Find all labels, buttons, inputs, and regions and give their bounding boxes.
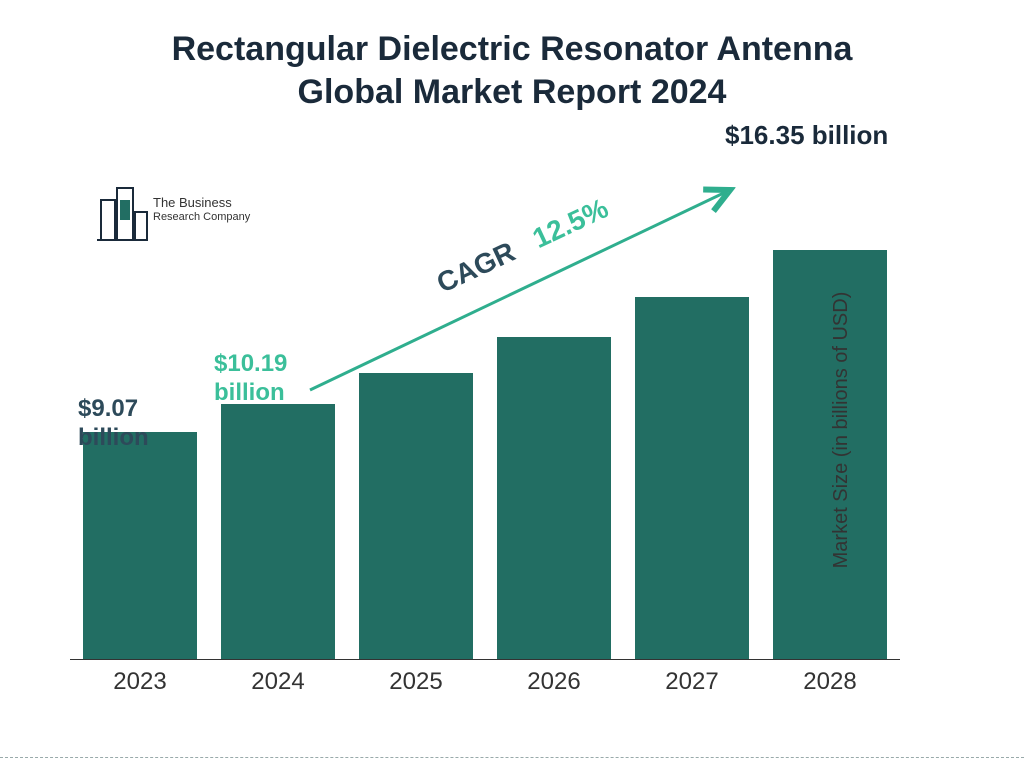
bar	[635, 297, 749, 660]
bar	[359, 373, 473, 660]
y-axis-label: Market Size (in billions of USD)	[830, 292, 853, 569]
x-tick-label: 2028	[773, 668, 887, 696]
value-label: $9.07billion	[78, 395, 149, 453]
chart-container: $9.07billion$10.19billion$16.35 billion …	[70, 160, 940, 700]
value-label: $16.35 billion	[725, 120, 888, 151]
x-tick-label: 2025	[359, 668, 473, 696]
bar	[221, 404, 335, 659]
x-tick-label: 2026	[497, 668, 611, 696]
bottom-dash-border	[0, 757, 1024, 758]
x-tick-label: 2023	[83, 668, 197, 696]
bar	[83, 432, 197, 659]
x-tick-label: 2027	[635, 668, 749, 696]
x-tick-label: 2024	[221, 668, 335, 696]
plot-area: $9.07billion$10.19billion$16.35 billion	[70, 160, 900, 660]
title-line2: Global Market Report 2024	[298, 73, 727, 111]
bar	[497, 337, 611, 659]
chart-title: Rectangular Dielectric Resonator Antenna…	[0, 0, 1024, 113]
title-line1: Rectangular Dielectric Resonator Antenna	[172, 30, 853, 68]
value-label: $10.19billion	[214, 350, 287, 408]
